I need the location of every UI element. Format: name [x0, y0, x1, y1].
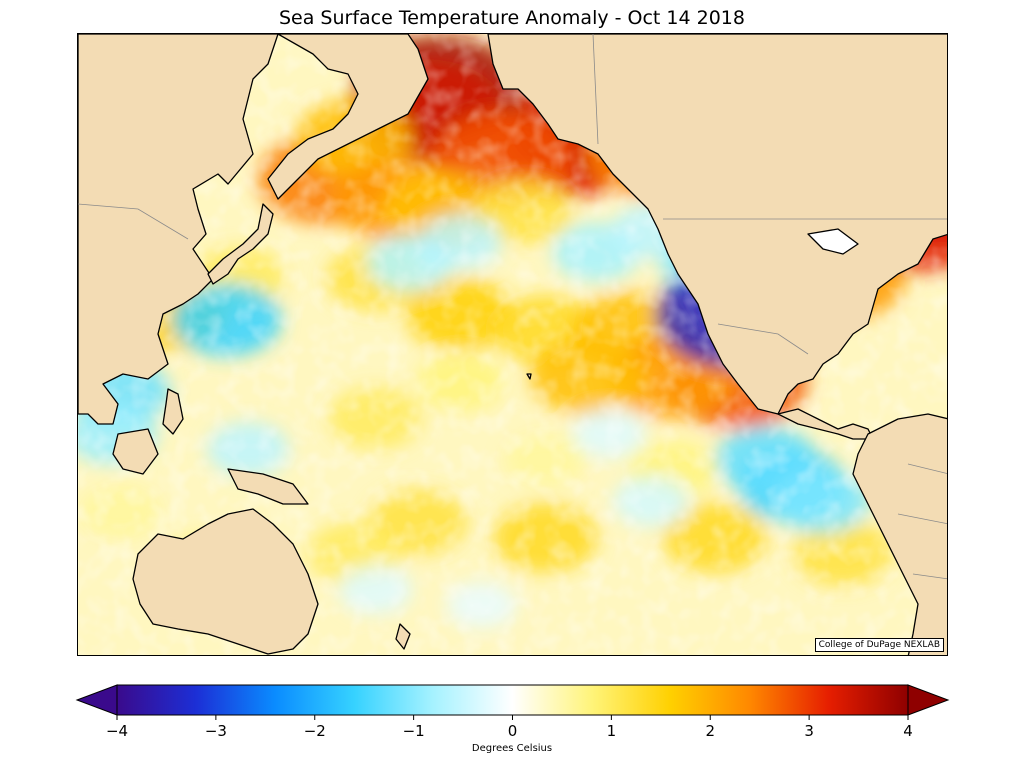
australia: [132, 508, 319, 655]
colorbar-tick-label: −3: [204, 722, 227, 740]
kamchatka-siberia: [267, 34, 429, 200]
colorbar-tick-label: 1: [606, 722, 617, 740]
new-guinea: [227, 468, 309, 505]
colorbar-extend-low: [75, 684, 118, 716]
colorbar-tick-label: 0: [507, 722, 518, 740]
new-zealand: [395, 623, 411, 650]
colorbar-ticks: [116, 715, 909, 720]
japan-islands: [207, 203, 274, 285]
colorbar-extend-high: [907, 684, 950, 716]
colorbar-tick-label: 4: [903, 722, 913, 740]
hawaii: [526, 373, 532, 380]
sst-anomaly-map: [78, 34, 947, 655]
colorbar-gradient: [116, 684, 909, 716]
colorbar-tick-label: 2: [705, 722, 716, 740]
china-border: [78, 203, 189, 240]
land-layer: [78, 34, 947, 655]
alaska-north-america: [487, 34, 947, 415]
colorbar: [75, 684, 950, 720]
credit-label: College of DuPage NEXLAB: [814, 638, 944, 652]
philippines: [162, 388, 184, 435]
colorbar-tick-label: −4: [105, 722, 129, 740]
alaska-canada-border: [592, 34, 599, 145]
us-mexico-border: [717, 323, 809, 355]
colorbar-tick-label: −1: [402, 722, 425, 740]
political-borders: [78, 34, 947, 580]
colorbar-tick-label: −2: [303, 722, 326, 740]
south-america-borders: [897, 463, 947, 580]
colorbar-label: Degrees Celsius: [471, 743, 553, 754]
map-panel: College of DuPage NEXLAB: [77, 33, 948, 656]
borneo: [112, 428, 159, 475]
map-title: Sea Surface Temperature Anomaly - Oct 14…: [279, 7, 745, 29]
colorbar-tick-label: 3: [804, 722, 814, 740]
asia-landmass: [78, 34, 279, 425]
south-america: [852, 413, 947, 655]
great-lakes: [807, 228, 859, 255]
